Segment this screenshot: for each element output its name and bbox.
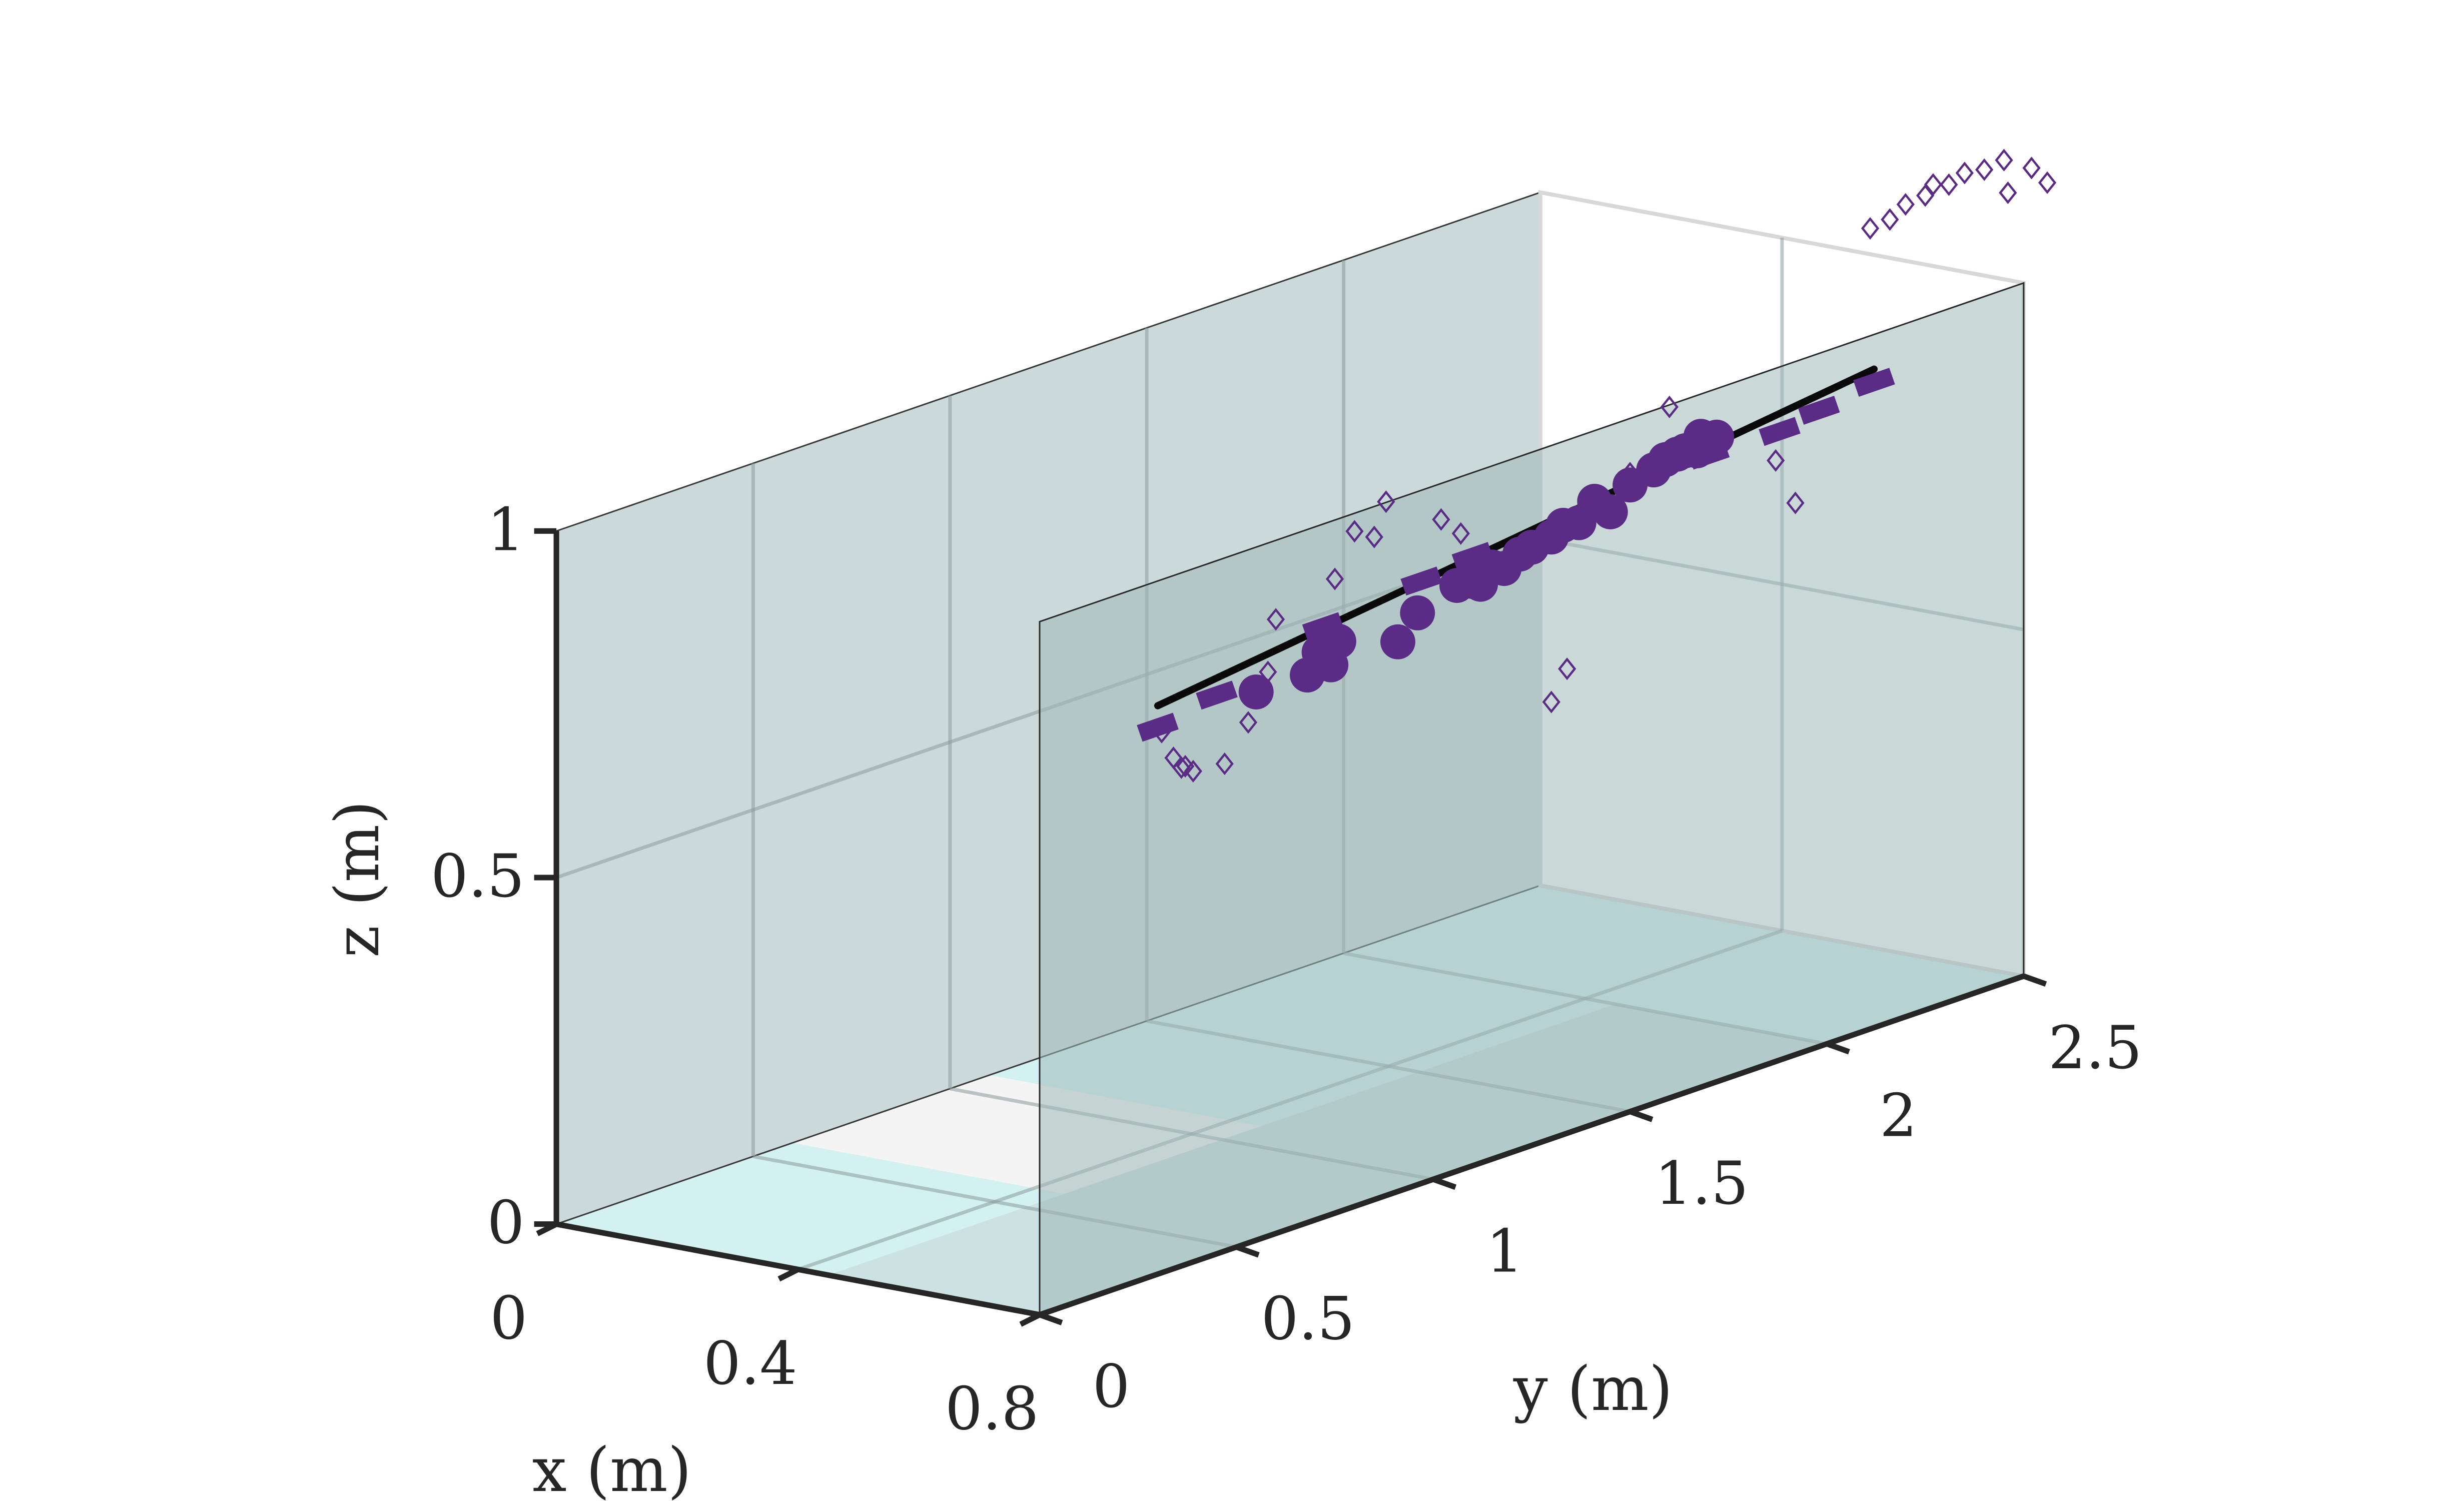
dash-point-8	[1853, 368, 1895, 397]
diamond-point-12	[1377, 490, 1395, 513]
diamond-point-14	[1451, 522, 1470, 545]
y-tick-1	[1235, 1244, 1260, 1258]
diamond-point-8	[1266, 608, 1285, 631]
axes	[534, 528, 2047, 1327]
diamond-point-10	[1345, 520, 1364, 543]
diamond-point-15	[1542, 690, 1560, 713]
data-layer	[1137, 149, 2057, 783]
y-tick-label-0: 0	[1092, 1352, 1130, 1421]
tick-labels: 0 0.5 1 0 0.4 0.8 0 0.5 1 1.5 2 2.5	[431, 495, 2142, 1443]
diamond-point-26	[1940, 173, 1958, 196]
diamond-point-16	[1558, 657, 1576, 680]
y-axis-label: y (m)	[1513, 1353, 1673, 1424]
y-axis-line	[1039, 973, 2025, 1317]
diamond-point-24	[1916, 184, 1935, 207]
diamond-point-4	[1184, 760, 1202, 783]
x-axis-label: x (m)	[532, 1434, 691, 1501]
circle-point-0	[1238, 674, 1274, 709]
diamond-point-30	[2022, 157, 2041, 180]
diamond-point-7	[1259, 660, 1277, 683]
y-tick-label-1: 0.5	[1261, 1284, 1355, 1353]
circle-point-18	[1592, 494, 1628, 529]
y-tick-5	[2022, 973, 2047, 987]
diamond-point-13	[1432, 508, 1450, 531]
diamond-point-0	[1152, 720, 1171, 743]
x-tick-2	[1019, 1312, 1041, 1327]
diamond-point-28	[1975, 158, 1994, 181]
diamond-point-6	[1239, 711, 1258, 734]
y-tick-label-3: 1.5	[1655, 1149, 1749, 1218]
diamond-point-11	[1365, 525, 1383, 548]
z-tick-label-1: 0.5	[431, 842, 525, 911]
diamond-point-27	[1955, 162, 1974, 185]
dash-point-2	[1302, 612, 1344, 641]
diamond-point-3	[1176, 755, 1195, 778]
dash-point-7	[1798, 396, 1840, 425]
y-tick-label-4: 2	[1880, 1081, 1917, 1150]
circle-point-4	[1321, 623, 1356, 659]
diamond-point-5	[1215, 752, 1234, 776]
diamond-point-23	[1896, 193, 1915, 216]
diamond-point-31	[1999, 181, 2017, 204]
y-tick-label-5: 2.5	[2048, 1013, 2142, 1082]
y-tick-4	[1826, 1041, 1850, 1055]
diamond-point-20	[1786, 491, 1805, 514]
diamond-point-2	[1172, 756, 1191, 779]
x-tick-label-2: 0.8	[945, 1374, 1039, 1443]
y-tick-2	[1432, 1176, 1457, 1190]
z-tick-label-2: 1	[487, 495, 524, 564]
diamond-point-21	[1861, 217, 1880, 240]
x-tick-0	[536, 1221, 558, 1236]
z-axis-label: z (m)	[322, 801, 393, 958]
diamond-point-17	[1621, 462, 1639, 485]
y-tick-3	[1629, 1109, 1654, 1122]
dash-point-6	[1759, 417, 1801, 446]
diamond-point-18	[1660, 395, 1679, 418]
x-tick-1	[777, 1267, 799, 1282]
circle-point-5	[1380, 624, 1415, 659]
dash-point-3	[1400, 566, 1442, 596]
y-tick-label-2: 1	[1486, 1216, 1523, 1285]
x-tick-label-1: 0.4	[703, 1329, 797, 1398]
diamond-point-29	[1995, 149, 2013, 172]
diamond-point-19	[1767, 449, 1785, 472]
circle-point-26	[1699, 419, 1735, 455]
diamond-point-25	[1924, 173, 1943, 196]
circle-point-6	[1400, 595, 1435, 630]
x-tick-label-0: 0	[490, 1283, 527, 1352]
dash-point-4	[1451, 542, 1494, 571]
diamond-point-9	[1325, 567, 1344, 590]
diamond-point-32	[2038, 171, 2057, 194]
dash-point-1	[1196, 680, 1238, 710]
diamond-point-22	[1881, 208, 1899, 231]
z-tick-label-0: 0	[487, 1188, 524, 1257]
y-tick-0	[1039, 1312, 1063, 1325]
